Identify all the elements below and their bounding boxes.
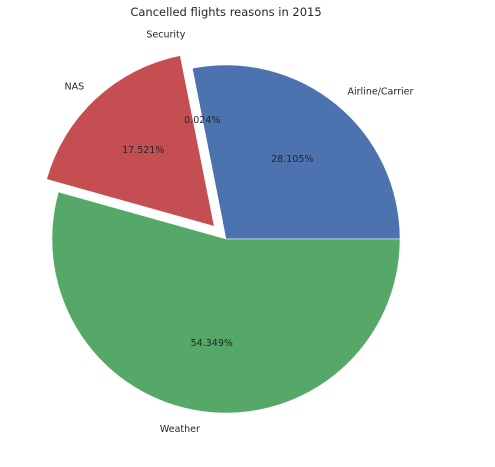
pie-slice-nas [46, 55, 215, 227]
slice-label-weather: Weather [160, 424, 200, 435]
pie-slice-airline-carrier [191, 64, 401, 240]
chart-title: Cancelled flights reasons in 2015 [130, 5, 321, 19]
pie-slices [46, 50, 401, 414]
slice-label-security: Security [146, 30, 185, 41]
slice-label-airline-carrier: Airline/Carrier [348, 87, 414, 98]
slice-percent-nas: 17.521% [122, 145, 164, 156]
slice-percent-security: 0.024% [184, 115, 220, 126]
pie-slice-weather [51, 191, 401, 414]
slice-label-nas: NAS [64, 81, 84, 92]
slice-percent-airline-carrier: 28.105% [271, 154, 313, 165]
slice-percent-weather: 54.349% [191, 338, 233, 349]
pie-labels: Airline/Carrier 28.105% Security 0.024% NAS 1… [64, 30, 413, 435]
pie-slice-security [188, 50, 223, 222]
